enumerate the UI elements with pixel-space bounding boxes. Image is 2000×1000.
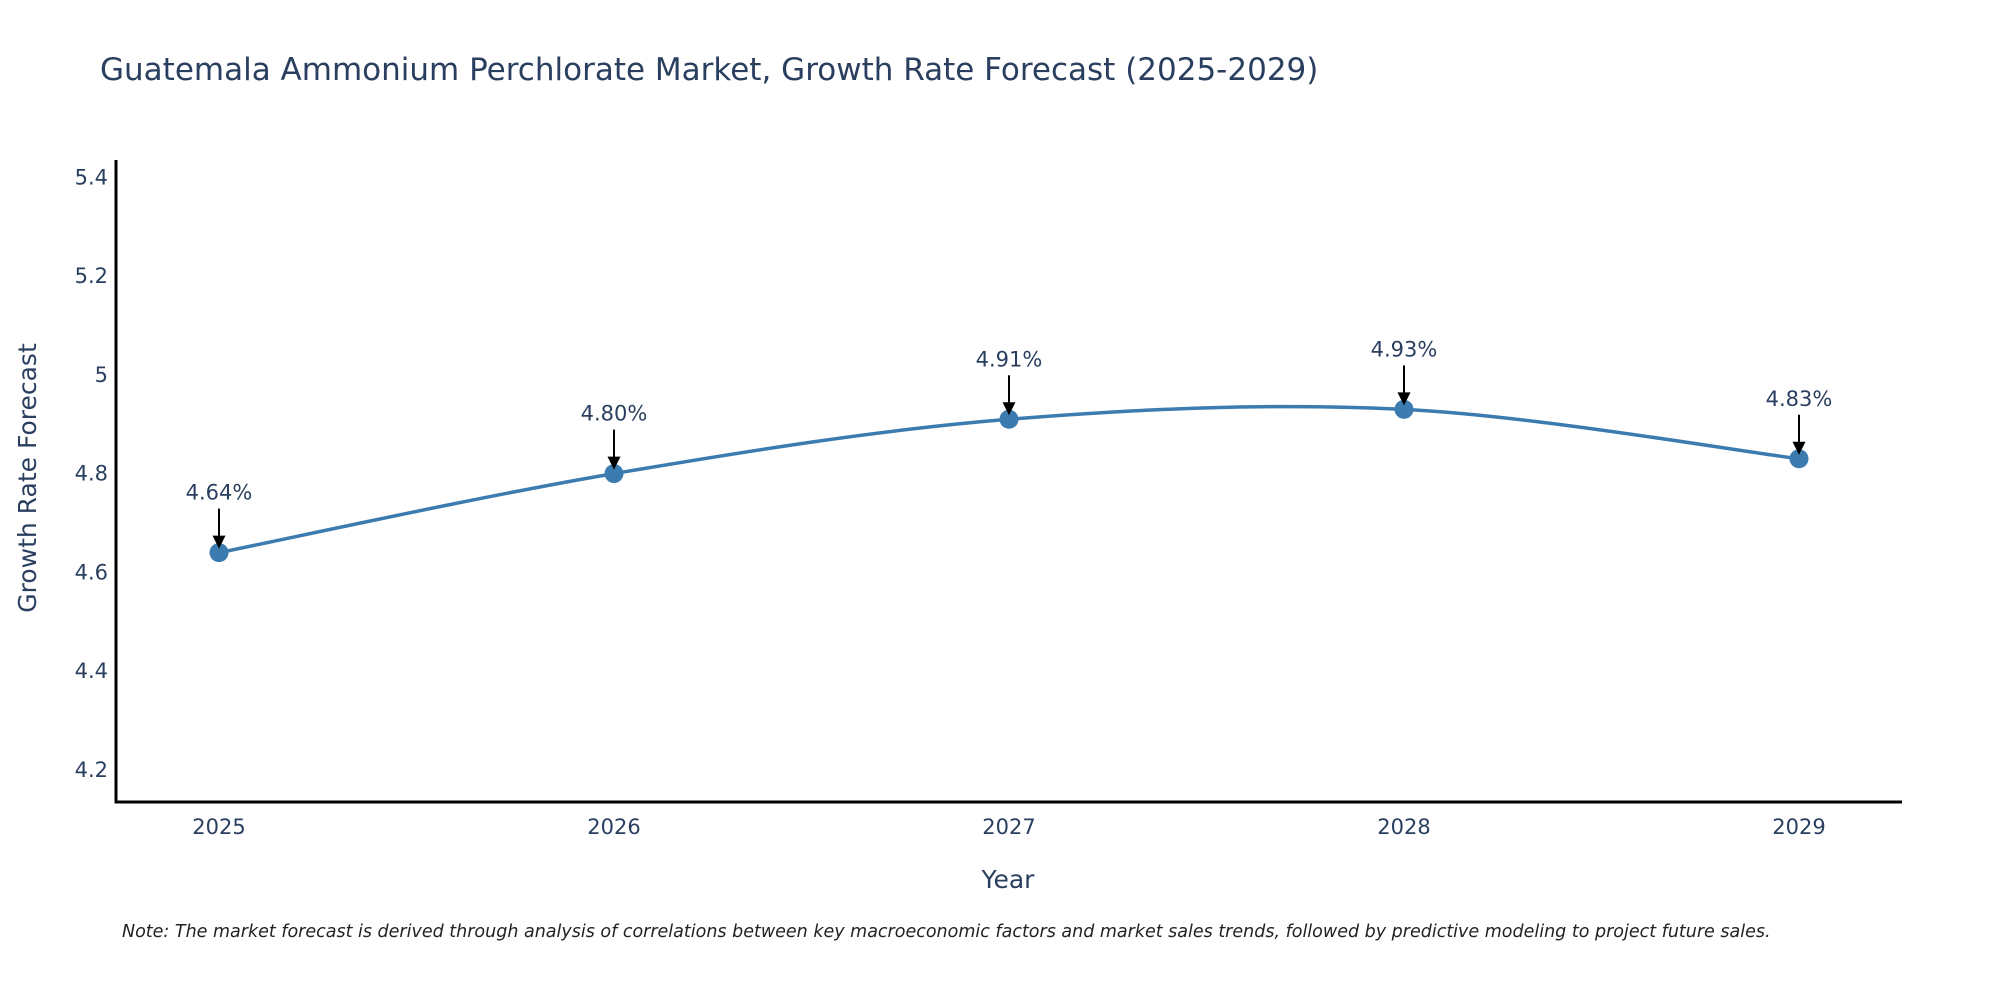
- data-point-2026: [604, 464, 624, 484]
- x-tick-label: 2027: [982, 815, 1035, 839]
- data-point-2027: [999, 409, 1019, 429]
- data-label-2025: 4.64%: [186, 481, 253, 505]
- x-axis-title: Year: [981, 865, 1036, 894]
- data-label-2028: 4.93%: [1371, 337, 1438, 361]
- x-tick-label: 2028: [1377, 815, 1430, 839]
- chart-title: Guatemala Ammonium Perchlorate Market, G…: [100, 52, 1318, 88]
- annotation-arrow-icon: [1397, 392, 1411, 406]
- y-tick-label: 4.6: [75, 560, 108, 584]
- y-tick-label: 5: [95, 363, 108, 387]
- data-point-2028: [1394, 399, 1414, 419]
- y-tick-label: 5.2: [75, 264, 108, 288]
- data-label-2026: 4.80%: [581, 402, 648, 426]
- data-label-2027: 4.91%: [976, 347, 1043, 371]
- x-tick-label: 2026: [587, 815, 640, 839]
- y-axis-ticks: 4.2 4.4 4.6 4.8 5 5.2 5.4: [75, 165, 108, 782]
- data-label-annotations: 4.64% 4.80% 4.91% 4.93% 4.83%: [186, 337, 1833, 549]
- x-tick-label: 2025: [192, 815, 245, 839]
- x-axis-ticks: 2025 2026 2027 2028 2029: [192, 815, 1825, 839]
- data-point-markers: [209, 399, 1809, 563]
- x-tick-label: 2029: [1772, 815, 1825, 839]
- annotation-arrow-icon: [1002, 402, 1016, 416]
- footnote: Note: The market forecast is derived thr…: [122, 922, 1771, 942]
- y-tick-label: 4.4: [75, 659, 108, 683]
- data-label-2029: 4.83%: [1766, 387, 1833, 411]
- data-point-2029: [1789, 449, 1809, 469]
- y-tick-label: 5.4: [75, 165, 108, 189]
- annotation-arrow-icon: [607, 456, 621, 470]
- data-point-2025: [209, 543, 229, 563]
- y-tick-label: 4.8: [75, 462, 108, 486]
- annotation-arrow-icon: [212, 535, 226, 549]
- annotation-arrow-icon: [1792, 441, 1806, 455]
- y-tick-label: 4.2: [75, 758, 108, 782]
- y-axis-title: Growth Rate Forecast: [13, 343, 42, 613]
